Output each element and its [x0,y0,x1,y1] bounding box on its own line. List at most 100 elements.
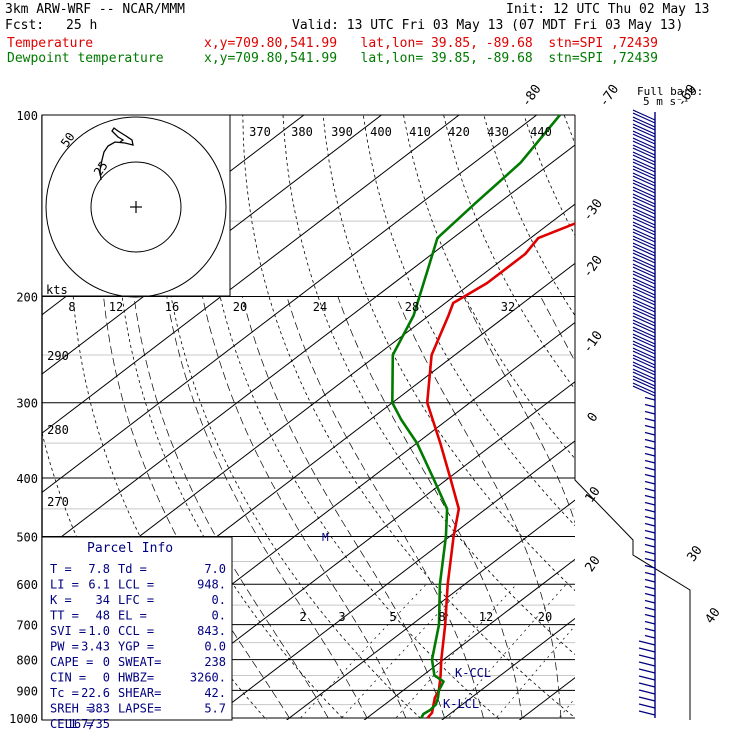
wind-barb [632,189,656,201]
wind-barb [632,357,656,369]
mixing-ratio-line [493,625,575,720]
wind-barb [644,634,656,639]
wind-barb [632,371,656,383]
isotherm-line [42,203,575,612]
wind-barb [644,431,656,436]
wind-barb [644,599,656,604]
wind-barb [632,140,656,152]
isotherm-label: -80 [519,82,545,110]
moist-adiabat [286,296,484,719]
wind-barb [644,445,656,450]
wind-barb [632,210,656,222]
isotherm-label: -70 [597,82,623,110]
parcel-param-label: PW = [50,640,79,654]
wind-barb [632,144,656,156]
el-marker-label: M [322,531,329,544]
parcel-param-value: 238 [204,655,226,669]
parcel-param-value: 0. [212,609,226,623]
hodograph-units: kts [46,283,68,297]
wind-barb [632,196,656,208]
wind-barb [632,123,656,135]
wind-barb [632,301,656,313]
wind-barb [644,417,656,422]
parcel-param-label: LAPSE= [118,702,161,716]
ccl-marker-label: K-CCL [455,666,491,680]
mixing-ratio-label: 3 [338,610,345,624]
potential-temp-label: 380 [291,125,313,139]
wind-barb [632,375,656,387]
wind-barb [632,340,656,352]
wind-barb [632,322,656,334]
wind-barb [632,175,656,187]
wind-barb [644,487,656,492]
isotherm-line [208,440,575,720]
parcel-param-label: SVI = [50,624,86,638]
wind-barb [632,347,656,359]
wind-barb [644,543,656,548]
hodograph-speed-label: 28 [405,300,419,314]
wind-barb [632,207,656,219]
parcel-param-label: T = [50,562,72,576]
parcel-param-label: SWEAT= [118,655,161,669]
wind-barb [632,319,656,331]
pressure-tick-label: 800 [16,654,38,668]
dry-adiabat [403,115,575,460]
wind-barb [638,654,656,660]
dry-adiabat [443,115,575,390]
wind-barb [632,231,656,243]
potential-temp-label: 270 [47,495,69,509]
wind-barb [638,661,656,667]
lcl-marker-label: K-LCL [443,697,479,711]
wind-barb [632,273,656,285]
hodograph-trace [99,127,134,181]
isotherm-line [661,87,740,730]
potential-temp-label: 370 [249,125,271,139]
hodograph-speed-label: 24 [313,300,327,314]
wind-barb [638,647,656,653]
isotherm-line [285,499,575,720]
wind-barb [632,186,656,198]
parcel-info-title: Parcel Info [87,541,173,556]
moist-adiabat [337,296,523,719]
parcel-param-label: Tc = [50,686,79,700]
isotherm-label: 40 [702,605,723,626]
parcel-param-value: 0. [212,593,226,607]
moist-adiabat [463,296,575,524]
legend-temperature: Temperature [7,36,94,51]
init-time: Init: 12 UTC Thu 02 May 13 [506,2,710,17]
parcel-param-label: SREH = [50,702,93,716]
wind-barb [644,508,656,513]
wind-barb [632,109,656,121]
potential-temp-label: 440 [530,125,552,139]
parcel-param-label: HWBZ= [118,671,154,685]
wind-barb [638,682,656,688]
wind-barb [644,522,656,527]
wind-barb [632,312,656,324]
wind-barb [632,228,656,240]
wind-barb [632,200,656,212]
parcel-param-value: 0.0 [204,640,226,654]
parcel-param-value: 34 [96,593,110,607]
isotherm-label: -20 [580,253,606,281]
pressure-tick-label: 300 [16,397,38,411]
wind-barb [632,277,656,289]
legend-temperature-info: x,y=709.80,541.99 lat,lon= 39.85, -89.68… [204,36,658,51]
dry-adiabat [362,115,575,527]
hodograph-speed-label: 8 [68,300,75,314]
wind-barb [632,333,656,345]
parcel-param-value: 5.7 [204,702,226,716]
wind-barb [632,214,656,226]
wind-barb [632,235,656,247]
hodograph-ring-label: 50 [58,130,78,150]
right-edge [574,115,691,720]
wind-barb [644,592,656,597]
parcel-param-label: YGP = [118,640,154,654]
isotherm-label: 10 [582,484,603,505]
dry-adiabat [282,115,575,656]
wind-barb [632,361,656,373]
parcel-info-box [41,536,233,721]
pressure-tick-label: 400 [16,472,38,486]
wind-barb [638,640,656,646]
